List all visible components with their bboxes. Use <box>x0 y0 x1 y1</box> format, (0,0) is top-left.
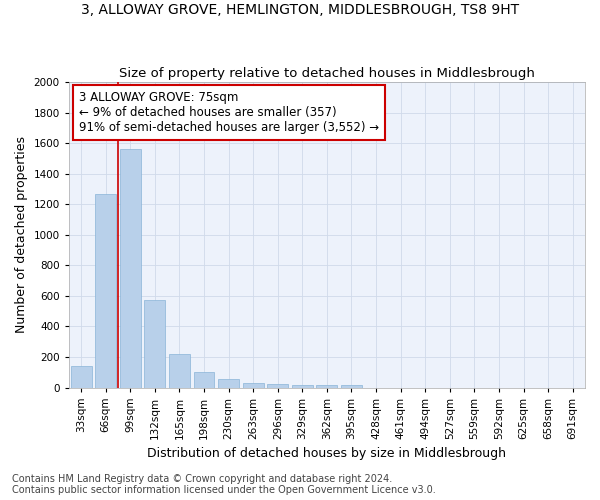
Bar <box>169 354 190 388</box>
X-axis label: Distribution of detached houses by size in Middlesbrough: Distribution of detached houses by size … <box>148 447 506 460</box>
Bar <box>292 385 313 388</box>
Bar <box>145 300 166 388</box>
Bar <box>194 372 214 388</box>
Bar <box>95 194 116 388</box>
Text: Contains HM Land Registry data © Crown copyright and database right 2024.: Contains HM Land Registry data © Crown c… <box>12 474 392 484</box>
Text: Contains public sector information licensed under the Open Government Licence v3: Contains public sector information licen… <box>12 485 436 495</box>
Bar <box>341 385 362 388</box>
Bar <box>243 383 263 388</box>
Text: 3 ALLOWAY GROVE: 75sqm
← 9% of detached houses are smaller (357)
91% of semi-det: 3 ALLOWAY GROVE: 75sqm ← 9% of detached … <box>79 91 379 134</box>
Bar <box>71 366 92 388</box>
Bar <box>268 384 288 388</box>
Title: Size of property relative to detached houses in Middlesbrough: Size of property relative to detached ho… <box>119 66 535 80</box>
Bar <box>218 379 239 388</box>
Text: 3, ALLOWAY GROVE, HEMLINGTON, MIDDLESBROUGH, TS8 9HT: 3, ALLOWAY GROVE, HEMLINGTON, MIDDLESBRO… <box>81 2 519 16</box>
Bar <box>120 150 141 388</box>
Y-axis label: Number of detached properties: Number of detached properties <box>15 136 28 334</box>
Bar <box>316 385 337 388</box>
